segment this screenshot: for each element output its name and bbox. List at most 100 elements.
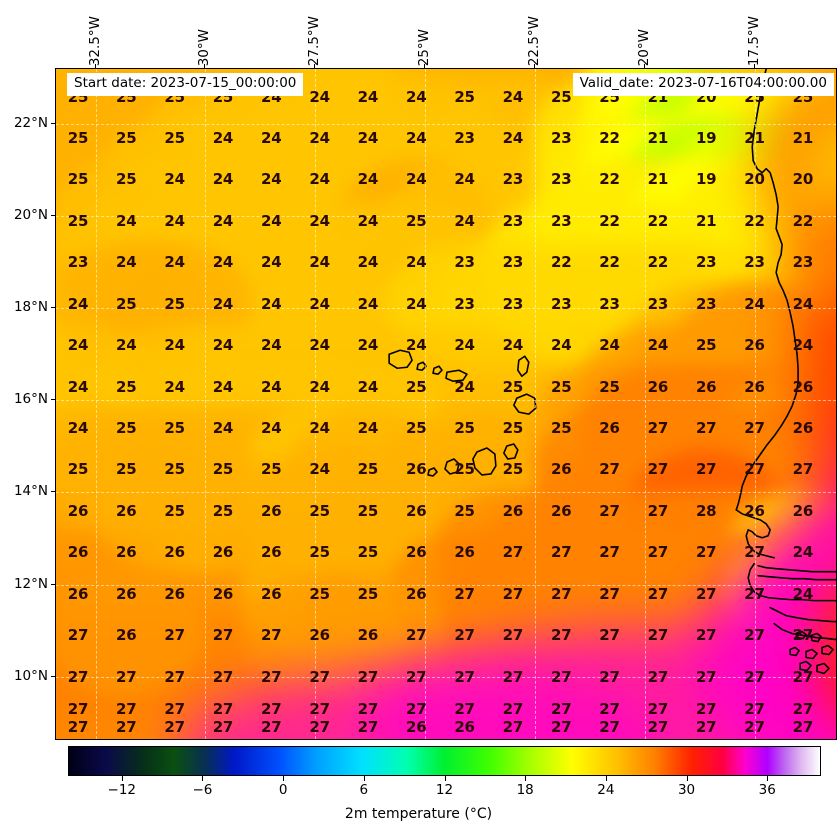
temperature-value-label: 25: [164, 419, 185, 437]
colorbar-tick-label: 18: [516, 782, 534, 798]
temperature-value-label: 27: [695, 419, 717, 437]
temperature-value-label: 27: [744, 718, 765, 737]
temperature-value-label: 25: [454, 460, 475, 479]
colorbar-tick-mark: [444, 776, 446, 781]
temperature-value-label: 25: [164, 501, 185, 520]
temperature-value-label: 27: [744, 626, 765, 645]
temperature-value-label: 27: [116, 699, 137, 718]
temperature-value-label: 25: [116, 294, 137, 313]
graticule-meridian: [315, 69, 317, 739]
temperature-value-label: 27: [744, 667, 765, 686]
temperature-value-label: 24: [164, 211, 185, 230]
temperature-value-label: 24: [792, 336, 814, 355]
temperature-value-label: 27: [502, 584, 524, 603]
colorbar-tick-label: 6: [359, 782, 369, 798]
x-axis-tick-mark: [94, 64, 96, 68]
x-axis-tick-label: 27.5°W: [306, 15, 323, 66]
temperature-value-label: 26: [405, 460, 427, 479]
colorbar-tick-label: 24: [597, 782, 615, 798]
temperature-value-label: 23: [454, 253, 475, 272]
y-axis-tick-mark: [51, 123, 55, 125]
temperature-value-label: 27: [502, 667, 524, 686]
y-axis-tick-mark: [51, 399, 55, 401]
temperature-value-label: 26: [67, 501, 89, 520]
temperature-value-label: 25: [695, 336, 717, 355]
temperature-value-label: 28: [695, 501, 717, 520]
temperature-value-label: 24: [502, 87, 524, 106]
temperature-value-label: 27: [792, 718, 814, 737]
y-axis-tick-label: 20°N: [13, 207, 48, 224]
graticule-meridian: [534, 69, 536, 739]
temperature-value-label: 21: [647, 170, 669, 189]
temperature-value-label: 22: [599, 170, 620, 189]
temperature-value-label: 27: [792, 460, 814, 479]
temperature-value-label: 27: [67, 667, 89, 686]
temperature-value-label: 27: [599, 699, 620, 718]
temperature-value-label: 27: [405, 667, 427, 686]
temperature-value-label: 24: [261, 211, 282, 230]
temperature-value-label: 27: [550, 543, 572, 562]
temperature-value-label: 24: [357, 211, 379, 230]
temperature-value-label: 24: [744, 294, 765, 313]
temperature-value-label: 24: [599, 336, 620, 355]
colorbar-tick-label: −12: [107, 782, 137, 798]
temperature-value-label: 27: [550, 718, 572, 737]
temperature-value-label: 24: [405, 253, 427, 272]
temperature-value-label: 27: [792, 699, 814, 718]
temperature-value-label: 26: [454, 718, 475, 737]
temperature-value-label: 24: [309, 294, 330, 313]
temperature-value-label: 27: [695, 699, 717, 718]
temperature-value-label: 25: [212, 501, 234, 520]
temperature-value-label: 25: [67, 460, 89, 479]
temperature-value-label: 26: [792, 377, 814, 396]
temperature-value-label: 24: [357, 253, 379, 272]
temperature-value-label: 19: [695, 170, 717, 189]
temperature-value-label: 26: [744, 377, 765, 396]
temperature-value-label: 26: [550, 460, 572, 479]
temperature-value-label: 27: [792, 667, 814, 686]
temperature-value-label: 24: [405, 129, 427, 148]
temperature-value-label: 24: [309, 129, 330, 148]
temperature-value-label: 24: [357, 129, 379, 148]
temperature-value-label: 25: [502, 377, 524, 396]
temperature-value-label: 27: [67, 626, 89, 645]
temperature-value-label: 26: [309, 626, 330, 645]
temperature-value-label: 27: [550, 667, 572, 686]
temperature-value-label: 24: [261, 129, 282, 148]
x-axis-tick-mark: [204, 64, 206, 68]
y-axis-tick-label: 14°N: [13, 483, 48, 500]
temperature-value-label: 27: [695, 626, 717, 645]
temperature-value-label: 27: [695, 667, 717, 686]
graticule-meridian: [644, 69, 646, 739]
temperature-value-label: 24: [309, 336, 330, 355]
temperature-value-label: 23: [67, 253, 89, 272]
temperature-value-label: 25: [116, 170, 137, 189]
temperature-value-label: 25: [164, 294, 185, 313]
temperature-value-label: 23: [502, 170, 524, 189]
x-axis-tick-label: 30°W: [196, 28, 213, 66]
y-axis-tick-label: 10°N: [13, 667, 48, 684]
temperature-value-label: 26: [261, 501, 282, 520]
temperature-value-label: 24: [261, 419, 282, 437]
temperature-value-label: 27: [647, 584, 669, 603]
temperature-value-label: 24: [357, 377, 379, 396]
temperature-value-label: 24: [309, 87, 330, 106]
temperature-value-label: 23: [550, 129, 572, 148]
temperature-value-label: 25: [309, 584, 330, 603]
temperature-value-label: 26: [405, 584, 427, 603]
y-axis-tick-label: 18°N: [13, 299, 48, 316]
temperature-value-label: 27: [309, 699, 330, 718]
y-axis-tick-label: 16°N: [13, 391, 48, 408]
temperature-value-label: 24: [647, 336, 669, 355]
temperature-value-label: 27: [550, 584, 572, 603]
temperature-value-label: 25: [454, 419, 475, 437]
y-axis-tick-mark: [51, 215, 55, 217]
temperature-contour-patch: [56, 573, 205, 698]
x-axis-tick-label: 32.5°W: [86, 15, 103, 66]
temperature-value-label: 24: [792, 543, 814, 562]
temperature-value-label: 24: [792, 584, 814, 603]
temperature-value-label: 27: [212, 626, 234, 645]
temperature-value-label: 24: [212, 170, 234, 189]
temperature-value-label: 26: [116, 543, 137, 562]
temperature-value-label: 27: [502, 626, 524, 645]
